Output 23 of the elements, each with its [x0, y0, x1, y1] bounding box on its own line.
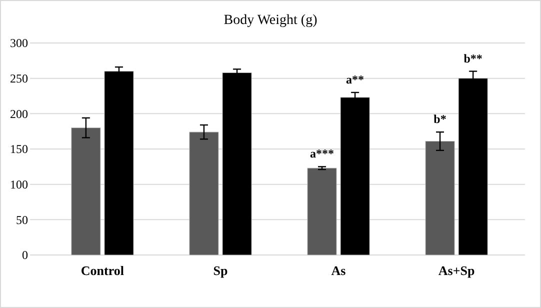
- y-tick-label: 200: [10, 106, 28, 121]
- bar: [71, 128, 101, 256]
- y-tick-label: 0: [22, 248, 28, 262]
- x-tick-label: As: [331, 263, 346, 278]
- y-tick-label: 250: [10, 72, 28, 86]
- bar: [189, 132, 219, 256]
- y-tick-label: 100: [10, 178, 28, 192]
- bar: [222, 72, 252, 256]
- bar: [340, 97, 370, 256]
- bar: [104, 71, 134, 256]
- annotation: a***: [310, 146, 334, 161]
- chart-title: Body Weight (g): [224, 13, 318, 28]
- annotation: b**: [464, 51, 482, 66]
- x-tick-label: Sp: [213, 263, 228, 278]
- annotation: b*: [434, 112, 446, 126]
- bar: [425, 140, 455, 256]
- x-tick-label: As+Sp: [438, 263, 475, 278]
- y-tick-label: 50: [16, 212, 28, 227]
- x-tick-label: Control: [80, 263, 124, 278]
- y-tick-label: 150: [10, 142, 28, 156]
- bar: [307, 168, 337, 256]
- annotation: a**: [346, 72, 364, 86]
- y-tick-label: 300: [10, 36, 28, 50]
